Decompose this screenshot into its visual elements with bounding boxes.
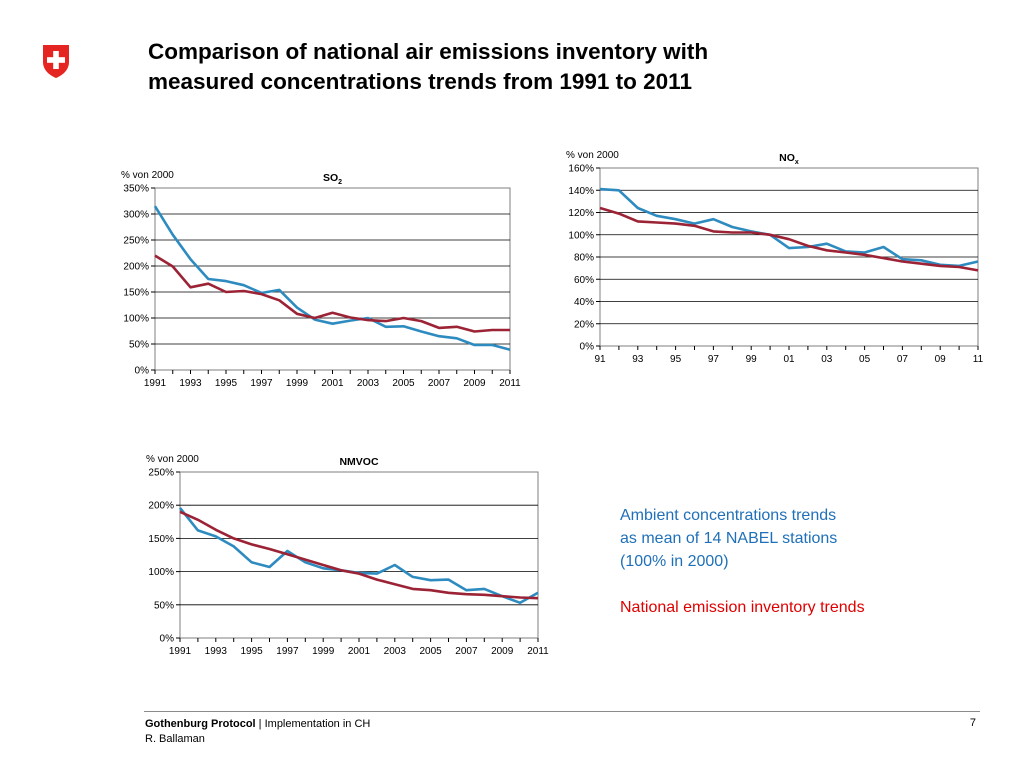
x-tick-label: 1997 (276, 646, 299, 657)
footer-separator: | (255, 718, 265, 730)
y-tick-label: 300% (123, 210, 149, 221)
y-axis-label: % von 2000 (566, 150, 619, 161)
legend-concentration-line-3: (100% in 2000) (620, 553, 729, 570)
x-tick-label: 07 (897, 354, 909, 365)
y-tick-label: 20% (574, 319, 594, 330)
chart-title: NMVOC (339, 456, 379, 468)
x-tick-label: 2005 (419, 646, 442, 657)
inventory-line (179, 510, 539, 600)
x-tick-label: 2003 (357, 378, 380, 389)
x-tick-label: 1999 (312, 646, 335, 657)
x-tick-label: 1993 (179, 378, 202, 389)
y-tick-label: 200% (148, 501, 174, 512)
y-tick-label: 200% (123, 262, 149, 273)
y-tick-label: 50% (154, 600, 174, 611)
so2-chart: 0% 50% 100% 150% 200% 250% 300% 350% 1991 1993 199… (121, 170, 521, 389)
x-tick-label: 2005 (392, 378, 415, 389)
x-tick-label: 1995 (215, 378, 238, 389)
x-tick-label: 2001 (321, 378, 344, 389)
y-tick-label: 80% (574, 253, 594, 264)
x-tick-label: 2009 (463, 378, 486, 389)
y-tick-label: 150% (123, 288, 149, 299)
x-tick-label: 11 (973, 354, 984, 365)
x-tick-label: 2009 (491, 646, 514, 657)
x-tick-label: 91 (594, 354, 606, 365)
y-tick-label: 50% (129, 340, 149, 351)
y-tick-label: 0% (135, 366, 150, 377)
chart-title: SO2 (323, 172, 342, 186)
x-tick-label: 2011 (499, 378, 521, 389)
page-number: 7 (969, 717, 976, 729)
y-tick-label: 0% (160, 634, 175, 645)
x-tick-label: 1991 (169, 646, 192, 657)
title-line-1: Comparison of national air emissions inv… (148, 39, 709, 64)
y-tick-label: 250% (148, 468, 174, 479)
footer-subtitle: Implementation in CH (264, 718, 371, 730)
y-axis-label: % von 2000 (121, 170, 174, 181)
x-tick-label: 03 (821, 354, 833, 365)
x-tick-label: 05 (859, 354, 871, 365)
y-tick-label: 120% (568, 208, 594, 219)
inventory-line (154, 254, 510, 333)
concentration-line (599, 187, 979, 268)
concentration-line (153, 205, 511, 351)
legend-concentration-line-1: Ambient concentrations trends (620, 507, 837, 524)
chart-title: NOx (779, 152, 799, 166)
y-tick-label: 140% (568, 186, 594, 197)
x-tick-label: 01 (783, 354, 795, 365)
x-tick-label: 95 (670, 354, 682, 365)
y-tick-label: 250% (123, 236, 149, 247)
swiss-cross-icon (43, 45, 69, 78)
inventory-line (599, 206, 979, 272)
footer-title: Gothenburg Protocol (145, 718, 256, 730)
y-axis-label: % von 2000 (146, 454, 199, 465)
nmvoc-chart: 0% 50% 100% 150% 200% 250% 1991 1993 1995 1997 199… (146, 454, 549, 657)
x-tick-label: 97 (708, 354, 720, 365)
footer: Gothenburg Protocol | Implementation in … (145, 717, 370, 747)
x-tick-label: 1999 (286, 378, 309, 389)
legend: Ambient concentrations trends as mean of… (620, 504, 865, 619)
nox-chart: 0% 20% 40% 60% 80% 100% 120% 140% 160% 91 93 95 97 99… (566, 150, 984, 365)
y-tick-label: 350% (123, 184, 149, 195)
y-tick-label: 100% (148, 567, 174, 578)
y-tick-label: 100% (568, 230, 594, 241)
plot-area (179, 471, 539, 639)
chart-title-subscript: x (795, 159, 799, 166)
y-tick-label: 150% (148, 534, 174, 545)
page-title: Comparison of national air emissions inv… (148, 37, 908, 97)
x-tick-label: 93 (632, 354, 644, 365)
x-tick-label: 2003 (384, 646, 407, 657)
x-tick-label: 2001 (348, 646, 371, 657)
y-tick-label: 0% (580, 342, 595, 353)
footer-divider (144, 711, 980, 712)
x-tick-label: 1997 (250, 378, 273, 389)
footer-author: R. Ballaman (145, 733, 205, 745)
x-tick-label: 2007 (428, 378, 451, 389)
x-tick-label: 2011 (527, 646, 549, 657)
x-tick-label: 1993 (205, 646, 228, 657)
y-tick-label: 60% (574, 275, 594, 286)
title-line-2: measured concentrations trends from 1991… (148, 69, 692, 94)
footer-line-1: Gothenburg Protocol | Implementation in … (145, 717, 370, 732)
y-tick-label: 160% (568, 164, 594, 175)
y-tick-label: 100% (123, 314, 149, 325)
x-tick-label: 99 (746, 354, 758, 365)
legend-concentration-line-2: as mean of 14 NABEL stations (620, 530, 838, 547)
x-tick-label: 09 (935, 354, 947, 365)
x-tick-label: 1995 (240, 646, 263, 657)
x-tick-label: 1991 (144, 378, 167, 389)
legend-concentration: Ambient concentrations trends as mean of… (620, 504, 865, 573)
y-tick-label: 40% (574, 297, 594, 308)
x-tick-label: 2007 (455, 646, 478, 657)
chart-title-subscript: 2 (338, 179, 342, 186)
legend-inventory: National emission inventory trends (620, 599, 865, 616)
